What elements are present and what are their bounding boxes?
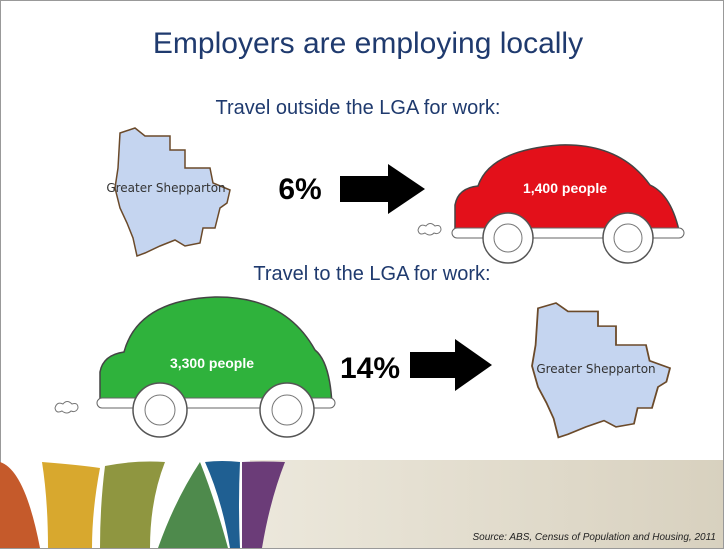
- title: Employers are employing locally: [153, 27, 583, 60]
- percent: 6%: [278, 173, 321, 206]
- arrow: [410, 339, 492, 391]
- exhaust: [54, 401, 79, 414]
- car-red: [451, 144, 685, 264]
- percent: 14%: [340, 352, 400, 385]
- map-label: Greater Shepparton: [536, 362, 655, 376]
- footer-decoration: [0, 460, 723, 548]
- map-label: Greater Shepparton: [106, 181, 225, 195]
- heading: Travel to the LGA for work:: [253, 263, 490, 285]
- arrow: [340, 164, 425, 214]
- car-green: [96, 296, 336, 438]
- exhaust: [417, 223, 442, 236]
- source: Source: ABS, Census of Population and Ho…: [473, 532, 717, 543]
- car-label: 3,300 people: [170, 355, 254, 371]
- car-label: 1,400 people: [523, 180, 607, 196]
- heading: Travel outside the LGA for work:: [216, 97, 501, 119]
